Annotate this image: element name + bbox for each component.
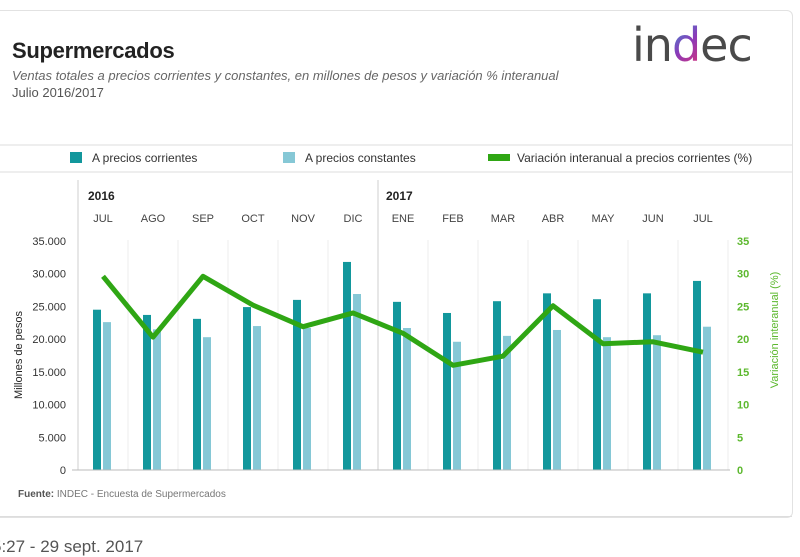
bar-corrientes [243,307,251,470]
y-tick-label: 10.000 [32,400,66,412]
y-tick-label: 30.000 [32,269,66,281]
month-label: JUN [642,213,663,225]
bar-constantes [253,326,261,470]
y-tick-label: 15.000 [32,367,66,379]
source-label: Fuente: [18,489,54,500]
legend-label: A precios corrientes [92,151,197,165]
legend-swatch [488,154,510,161]
bar-corrientes [193,319,201,470]
y2-tick-label: 15 [737,367,749,379]
y2-tick-label: 0 [737,465,743,477]
bar-constantes [453,342,461,470]
divider [0,516,792,517]
bar-corrientes [593,299,601,470]
month-label: ENE [392,213,415,225]
month-label: ABR [542,213,565,225]
month-label: AGO [141,213,166,225]
month-label: SEP [192,213,214,225]
bar-constantes [653,335,661,470]
y2-axis-label: Variación interanual (%) [769,272,781,389]
bar-corrientes [493,301,501,470]
y2-tick-label: 5 [737,432,743,444]
bar-constantes [603,337,611,470]
y2-tick-label: 30 [737,269,749,281]
tweet-timestamp[interactable]: 5:27 - 29 sept. 2017 [0,537,143,557]
y-tick-label: 0 [60,465,66,477]
bar-constantes [703,327,711,470]
y-tick-label: 20.000 [32,334,66,346]
legend-label: A precios constantes [305,151,416,165]
y2-tick-label: 20 [737,334,749,346]
bar-constantes [303,328,311,470]
month-label: OCT [241,213,265,225]
bar-corrientes [543,293,551,470]
bar-corrientes [343,262,351,470]
month-label: FEB [442,213,463,225]
bar-constantes [103,322,111,470]
bar-corrientes [443,313,451,470]
y-tick-label: 5.000 [38,432,66,444]
source-text: INDEC - Encuesta de Supermercados [54,489,226,500]
legend-label: Variación interanual a precios corriente… [517,151,752,165]
y-tick-label: 25.000 [32,301,66,313]
bar-corrientes [93,310,101,470]
month-label: MAY [591,213,615,225]
legend-swatch [70,152,82,163]
y-tick-label: 35.000 [32,236,66,248]
bar-constantes [553,330,561,470]
bar-corrientes [643,293,651,470]
bar-constantes [153,329,161,470]
bar-corrientes [143,315,151,470]
month-label: MAR [491,213,516,225]
bar-constantes [403,328,411,470]
legend-swatch [283,152,295,163]
month-label: DIC [344,213,363,225]
bar-corrientes [693,281,701,470]
year-label: 2017 [386,189,413,203]
source-note: Fuente: INDEC - Encuesta de Supermercado… [18,489,226,500]
year-label: 2016 [88,189,115,203]
y2-tick-label: 10 [737,400,749,412]
month-label: JUL [693,213,713,225]
month-label: JUL [93,213,113,225]
y2-tick-label: 35 [737,236,749,248]
y2-tick-label: 25 [737,301,749,313]
bar-constantes [353,294,361,470]
month-label: NOV [291,213,316,225]
y-axis-label: Millones de pesos [13,310,25,399]
bar-constantes [203,337,211,470]
